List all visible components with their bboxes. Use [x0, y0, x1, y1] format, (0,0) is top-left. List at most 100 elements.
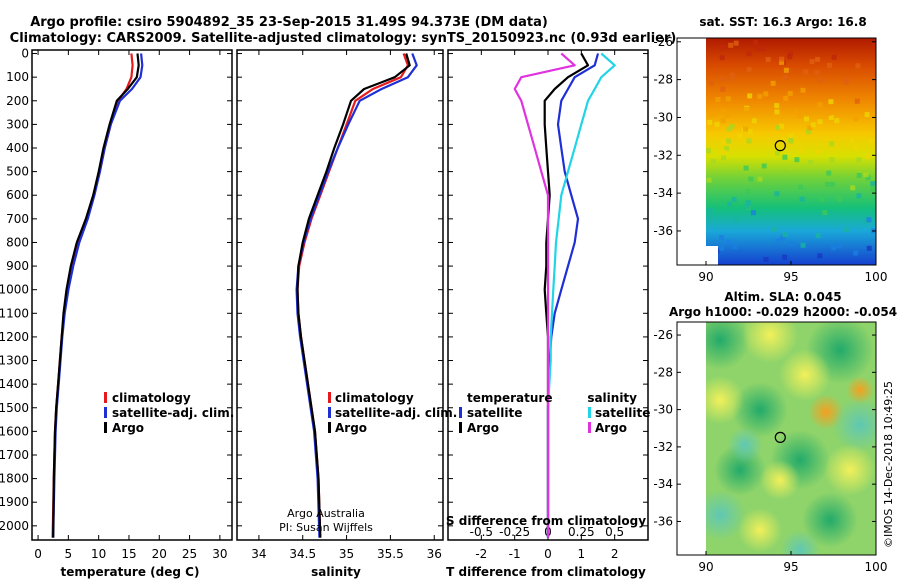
sst-cell	[866, 245, 872, 251]
sla-blob	[802, 492, 858, 548]
sst-cell	[707, 207, 713, 213]
x-tick-label: 0	[544, 547, 552, 561]
sst-cell	[799, 196, 805, 202]
sst-cell	[798, 184, 804, 190]
map-x-tick-label: 100	[865, 270, 888, 284]
sst-cell	[829, 157, 835, 163]
sla-map-panel: Altim. SLA: 0.045 Argo h1000: -0.029 h20…	[653, 290, 897, 574]
sst-cell	[788, 241, 794, 247]
sst-cell	[871, 43, 876, 49]
legend-swatch-s-argo	[588, 422, 591, 433]
sst-cell	[745, 189, 750, 195]
legend-swatch-climatology	[104, 392, 107, 403]
legend-t-satellite: satellite	[467, 406, 522, 420]
sst-cell	[737, 133, 743, 139]
sst-cell	[775, 238, 781, 244]
sst-cell	[720, 86, 726, 92]
sla-blob	[706, 489, 746, 541]
sst-cell	[724, 146, 730, 152]
sst-cell	[720, 118, 726, 124]
legend-satellite: satellite-adj. clim.	[112, 406, 234, 420]
sst-cell	[774, 103, 780, 109]
depth-tick-label: 1500	[0, 401, 29, 415]
sst-cell	[782, 254, 788, 260]
sst-cell	[782, 74, 788, 80]
sst-cell	[753, 40, 759, 45]
map-y-tick-label: -32	[653, 440, 673, 454]
sst-cell	[831, 245, 837, 251]
legend-climatology: climatology	[335, 391, 414, 405]
sst-cell	[720, 76, 726, 82]
depth-tick-label: 1600	[0, 424, 29, 438]
sst-cell	[819, 197, 825, 202]
x-tick-label: 36	[427, 547, 442, 561]
sla-map-frame	[676, 321, 877, 556]
sst-cell	[765, 57, 771, 63]
sst-cell	[849, 138, 855, 143]
sst-cell	[793, 109, 799, 115]
sst-cell	[831, 54, 837, 60]
depth-tick-label: 1300	[0, 354, 29, 368]
figure-title-1: Argo profile: csiro 5904892_35 23-Sep-20…	[30, 15, 548, 30]
sst-cell	[800, 242, 806, 248]
sst-cell	[788, 51, 793, 57]
sst-cell	[815, 233, 821, 238]
sst-cell	[721, 149, 727, 155]
x-tick-label: 0	[34, 547, 42, 561]
sst-cell	[863, 218, 868, 224]
sst-cell	[825, 181, 830, 187]
s-tick-label: -0.5	[470, 525, 493, 539]
legend-satellite: satellite-adj. clim.	[335, 406, 457, 420]
sst-cell	[779, 56, 785, 62]
sst-cell	[835, 193, 841, 199]
x-tick-label: 35	[339, 547, 354, 561]
x-tick-label: 34.5	[289, 547, 316, 561]
sst-cell	[757, 176, 763, 182]
sst-cell	[853, 250, 859, 256]
sst-cell	[826, 62, 832, 68]
sst-cell	[719, 245, 725, 251]
sst-cell	[866, 217, 872, 223]
sst-cell	[870, 181, 876, 186]
x-tick-label: 25	[182, 547, 197, 561]
sla-blob	[727, 427, 763, 463]
sst-cell	[826, 111, 832, 116]
sst-cell	[771, 226, 777, 232]
map-y-tick-label: -32	[653, 148, 673, 162]
sst-cell	[780, 137, 786, 143]
map-y-tick-label: -34	[653, 186, 673, 200]
sst-cell	[774, 191, 780, 197]
legend-swatch-satellite	[104, 407, 107, 418]
sla-blob	[706, 376, 744, 424]
sst-cell	[817, 253, 823, 259]
sst-cell	[710, 159, 716, 165]
argo-location-marker	[774, 140, 786, 152]
sla-title-1: Altim. SLA: 0.045	[724, 290, 841, 304]
sst-cell	[856, 193, 862, 199]
legend-argo: Argo	[335, 421, 367, 435]
sla-blob	[832, 397, 876, 453]
sst-cell	[779, 59, 785, 65]
sst-field	[706, 38, 876, 265]
sla-map-image	[706, 322, 876, 555]
salinity-depth-ticks	[237, 53, 443, 527]
sst-cell	[743, 165, 749, 171]
x-tick-label: 15	[121, 547, 136, 561]
legend-salinity-title: salinity	[587, 391, 637, 405]
difference-xlabel: T difference from climatology	[446, 565, 646, 579]
salinity-x-axis: 34 34.5 35 35.5 36	[251, 50, 442, 561]
land-mask	[706, 246, 718, 265]
legend-swatch-argo	[328, 422, 331, 433]
sst-cell	[796, 113, 802, 119]
sla-blob	[732, 382, 788, 438]
difference-panel: -2 -1 0 1 2 -0.5 -0.25 0 0.25 0.5 T difference f…	[446, 49, 650, 579]
sst-cell	[708, 214, 714, 220]
map-y-tick-label: -26	[653, 328, 673, 342]
sst-cell	[746, 67, 752, 73]
sst-cell	[843, 79, 849, 85]
legend-swatch-satellite	[328, 407, 331, 418]
sst-cell	[850, 185, 856, 191]
legend-swatch-climatology	[328, 392, 331, 403]
x-tick-label: 20	[152, 547, 167, 561]
sst-cell	[815, 149, 821, 155]
